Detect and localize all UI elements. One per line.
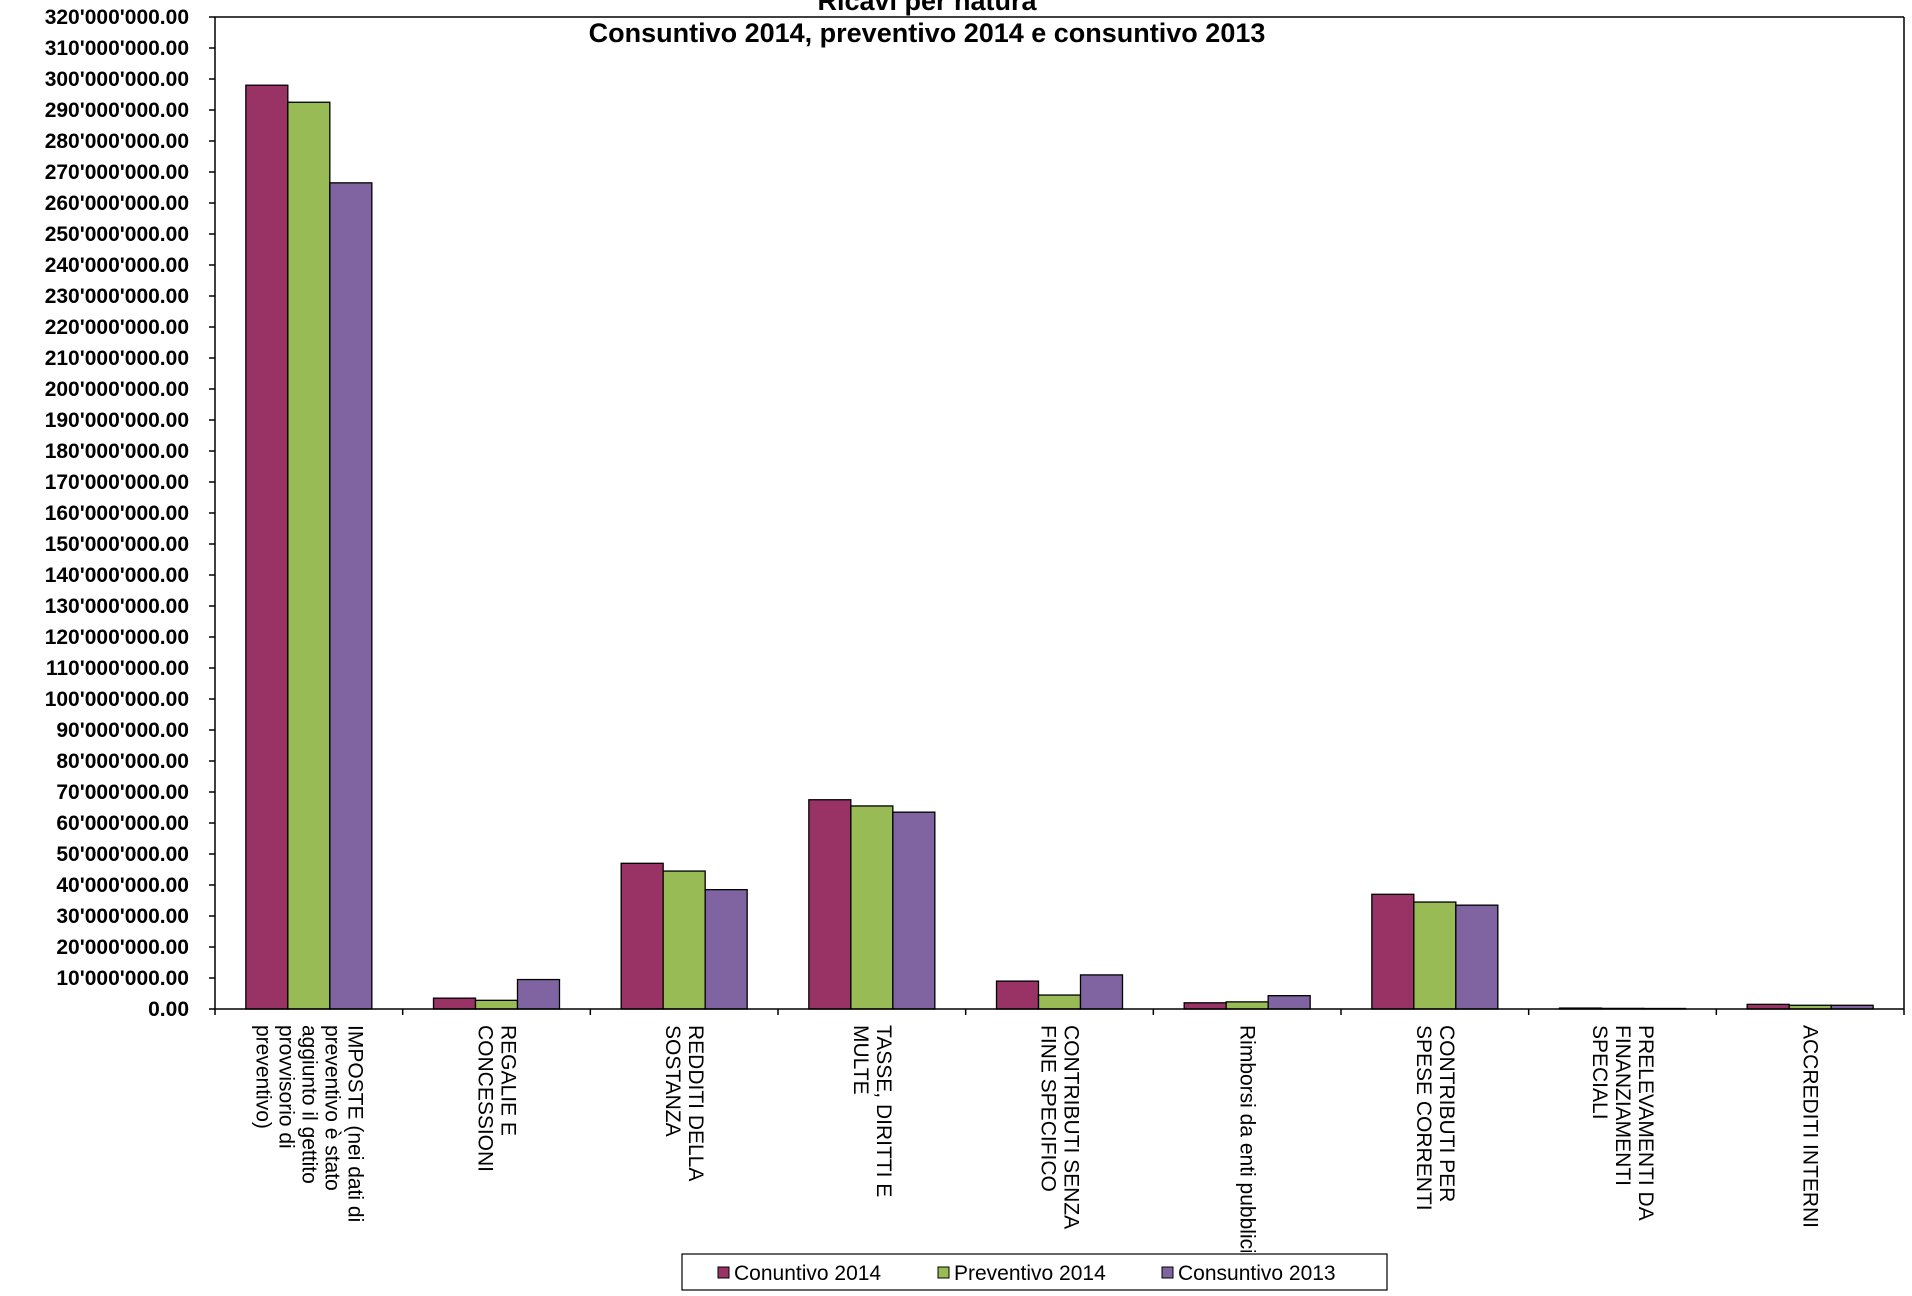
bars xyxy=(245,84,1874,1010)
y-tick-label: 0.00 xyxy=(148,998,189,1021)
y-tick-label: 210'000'000.00 xyxy=(45,347,189,370)
x-category-label-line: MULTE xyxy=(849,1025,872,1095)
bar xyxy=(892,811,936,1010)
y-tick-label: 60'000'000.00 xyxy=(56,812,189,835)
bar xyxy=(1225,1001,1269,1010)
y-tick-label: 290'000'000.00 xyxy=(45,99,189,122)
x-category-label: Rimborsi da enti pubblici xyxy=(1236,1025,1259,1254)
x-category-label: ACCREDITI INTERNI xyxy=(1799,1025,1822,1228)
bar xyxy=(474,999,519,1010)
y-tick-label: 130'000'000.00 xyxy=(45,595,189,618)
y-tick-label: 30'000'000.00 xyxy=(56,905,189,928)
x-category-label-line: PRELEVAMENTI DA xyxy=(1634,1025,1657,1221)
y-tick-label: 310'000'000.00 xyxy=(45,37,189,60)
bar xyxy=(995,980,1040,1010)
legend-swatch xyxy=(937,1266,950,1279)
x-category-label-line: preventivo) xyxy=(251,1025,274,1129)
bar xyxy=(850,805,894,1010)
bar xyxy=(1183,1002,1227,1010)
y-tick-label: 270'000'000.00 xyxy=(45,161,189,184)
x-category-label-line: preventivo è stato xyxy=(320,1025,343,1191)
legend-label: Preventivo 2014 xyxy=(954,1262,1106,1285)
y-tick-label: 220'000'000.00 xyxy=(45,316,189,339)
bar xyxy=(516,978,561,1010)
chart-title-line2: Consuntivo 2014, preventivo 2014 e consu… xyxy=(589,18,1266,48)
bar xyxy=(245,84,289,1010)
bar xyxy=(1371,893,1415,1010)
bar xyxy=(1455,904,1499,1010)
bar xyxy=(1079,974,1124,1010)
x-category-label-line: aggiunto il gettito xyxy=(297,1025,320,1184)
legend-swatch xyxy=(717,1266,730,1279)
bar xyxy=(432,997,477,1010)
y-tick-label: 320'000'000.00 xyxy=(45,6,189,29)
y-tick-label: 40'000'000.00 xyxy=(56,874,189,897)
y-tick-label: 100'000'000.00 xyxy=(45,688,189,711)
legend: Conuntivo 2014 Preventivo 2014 Consuntivo … xyxy=(680,1252,1390,1291)
bar xyxy=(620,862,664,1010)
legend-swatch xyxy=(1161,1266,1174,1279)
x-category-label-line: provvisorio di xyxy=(274,1025,297,1149)
bar xyxy=(808,799,852,1010)
bar xyxy=(662,870,706,1010)
legend-label: Conuntivo 2014 xyxy=(734,1262,881,1285)
y-tick-label: 160'000'000.00 xyxy=(45,502,189,525)
x-category-label-line: SPECIALI xyxy=(1588,1025,1611,1120)
x-category-label-line: FINE SPECIFICO xyxy=(1037,1025,1060,1192)
y-tick-label: 230'000'000.00 xyxy=(45,285,189,308)
y-axis: 0.00 10'000'000.00 20'000'000.00 30'000'000… xyxy=(45,6,1905,1021)
y-tick-label: 190'000'000.00 xyxy=(45,409,189,432)
y-tick-label: 240'000'000.00 xyxy=(45,254,189,277)
y-tick-label: 120'000'000.00 xyxy=(45,626,189,649)
x-category-label-line: REGALIE E xyxy=(497,1025,520,1136)
bar xyxy=(704,889,748,1010)
bar xyxy=(329,182,373,1010)
y-tick-label: 280'000'000.00 xyxy=(45,130,189,153)
y-tick-label: 260'000'000.00 xyxy=(45,192,189,215)
y-tick-label: 180'000'000.00 xyxy=(45,440,189,463)
y-tick-label: 250'000'000.00 xyxy=(45,223,189,246)
y-tick-label: 200'000'000.00 xyxy=(45,378,189,401)
x-category-label-line: TASSE, DIRITTI E xyxy=(872,1025,895,1197)
bar xyxy=(287,101,331,1010)
y-tick-label: 140'000'000.00 xyxy=(45,564,189,587)
x-category-label-line: REDDITI DELLA xyxy=(684,1025,707,1181)
x-category-label-line: Rimborsi da enti pubblici xyxy=(1236,1025,1259,1254)
y-tick-label: 50'000'000.00 xyxy=(56,843,189,866)
x-category-label-line: FINANZIAMENTI xyxy=(1611,1025,1634,1186)
chart-title-line1: Ricavi per natura xyxy=(817,0,1037,16)
y-tick-label: 300'000'000.00 xyxy=(45,68,189,91)
x-category-label-line: CONTRIBUTI PER xyxy=(1435,1025,1458,1202)
y-tick-label: 10'000'000.00 xyxy=(56,967,189,990)
y-tick-label: 80'000'000.00 xyxy=(56,750,189,773)
bar xyxy=(1413,901,1457,1010)
y-tick-label: 90'000'000.00 xyxy=(56,719,189,742)
x-category-label-line: IMPOSTE (nei dati di xyxy=(343,1025,366,1222)
y-tick-label: 170'000'000.00 xyxy=(45,471,189,494)
bar xyxy=(1037,994,1082,1010)
legend-box xyxy=(681,1253,1388,1291)
x-category-label-line: SOSTANZA xyxy=(661,1025,684,1137)
y-tick-label: 70'000'000.00 xyxy=(56,781,189,804)
y-tick-label: 150'000'000.00 xyxy=(45,533,189,556)
y-tick-label: 20'000'000.00 xyxy=(56,936,189,959)
x-category-label-line: SPESE CORRENTI xyxy=(1412,1025,1435,1211)
x-category-label-line: CONTRIBUTI SENZA xyxy=(1060,1025,1083,1229)
legend-label: Consuntivo 2013 xyxy=(1178,1262,1336,1285)
bar xyxy=(1267,995,1311,1010)
y-tick-label: 110'000'000.00 xyxy=(46,657,189,680)
x-category-label-line: CONCESSIONI xyxy=(474,1025,497,1172)
x-category-label-line: ACCREDITI INTERNI xyxy=(1799,1025,1822,1228)
